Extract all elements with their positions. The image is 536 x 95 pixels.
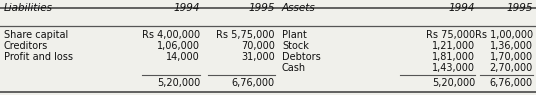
Text: Rs 5,75,000: Rs 5,75,000 xyxy=(217,30,275,40)
Text: 1994: 1994 xyxy=(449,3,475,13)
Text: Rs 1,00,000: Rs 1,00,000 xyxy=(475,30,533,40)
Text: 5,20,000: 5,20,000 xyxy=(432,78,475,88)
Text: 14,000: 14,000 xyxy=(166,52,200,62)
Text: Stock: Stock xyxy=(282,41,309,51)
Text: Assets: Assets xyxy=(282,3,316,13)
Text: Profit and loss: Profit and loss xyxy=(4,52,73,62)
Text: Rs 75,000: Rs 75,000 xyxy=(426,30,475,40)
Text: 2,70,000: 2,70,000 xyxy=(490,63,533,73)
Text: Creditors: Creditors xyxy=(4,41,48,51)
Text: 1995: 1995 xyxy=(507,3,533,13)
Text: Cash: Cash xyxy=(282,63,306,73)
Text: Rs 4,00,000: Rs 4,00,000 xyxy=(142,30,200,40)
Text: Plant: Plant xyxy=(282,30,307,40)
Text: 31,000: 31,000 xyxy=(241,52,275,62)
Text: 5,20,000: 5,20,000 xyxy=(157,78,200,88)
Text: 1,70,000: 1,70,000 xyxy=(490,52,533,62)
Text: Share capital: Share capital xyxy=(4,30,68,40)
Text: 1,36,000: 1,36,000 xyxy=(490,41,533,51)
Text: 70,000: 70,000 xyxy=(241,41,275,51)
Text: 6,76,000: 6,76,000 xyxy=(232,78,275,88)
Text: 1,81,000: 1,81,000 xyxy=(432,52,475,62)
Text: Liabilities: Liabilities xyxy=(4,3,53,13)
Text: 1994: 1994 xyxy=(174,3,200,13)
Text: 1995: 1995 xyxy=(249,3,275,13)
Text: Debtors: Debtors xyxy=(282,52,321,62)
Text: 6,76,000: 6,76,000 xyxy=(490,78,533,88)
Text: 1,21,000: 1,21,000 xyxy=(432,41,475,51)
Text: 1,06,000: 1,06,000 xyxy=(157,41,200,51)
Text: 1,43,000: 1,43,000 xyxy=(432,63,475,73)
